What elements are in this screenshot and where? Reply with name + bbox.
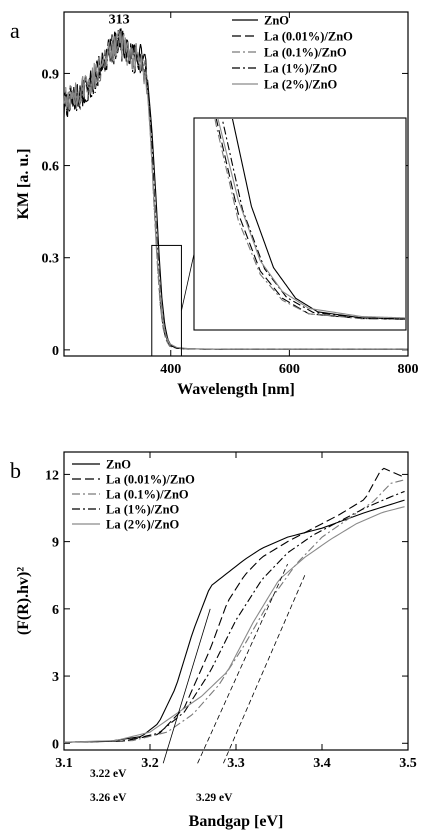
- zoom-box-a: [151, 244, 182, 357]
- y-tick-label-a: 0.3: [42, 252, 60, 267]
- series-line-b-2: [63, 479, 405, 743]
- x-tick-label-b: 3.1: [55, 756, 73, 771]
- y-tick-label-b: 6: [52, 603, 59, 618]
- inset-series-a: [214, 119, 405, 320]
- legend-label-b-1: La (0.01%)/ZnO: [106, 473, 195, 487]
- y-tick-label-b: 9: [52, 536, 59, 551]
- legend-label-b-0: ZnO: [106, 458, 131, 472]
- chart-a: 400 600 800 0 0.3 0.6 0.9 Wavelength [nm] a KM [a…: [10, 11, 419, 398]
- x-tick-label-b: 3.5: [399, 756, 417, 771]
- x-tick-label-b: 3.4: [313, 756, 331, 771]
- x-tick-label-a: 400: [160, 362, 181, 377]
- legend-label-a-3: La (1%)/ZnO: [264, 62, 338, 76]
- x-tick-label-b: 3.2: [141, 756, 159, 771]
- inset-line-a-3: [221, 119, 405, 320]
- annotation-b-2: 3.29 eV: [196, 792, 233, 804]
- inset-frame-a: [193, 117, 407, 331]
- y-tick-label-b: 3: [52, 670, 59, 685]
- y-axis-label-a: KM [a. u.]: [15, 148, 32, 219]
- x-tick-label-a: 600: [279, 362, 300, 377]
- y-axis-label-b: (F(R).hv)²: [15, 567, 32, 636]
- y-tick-label-b: 12: [45, 468, 59, 483]
- tangent-line-b-2: [223, 575, 306, 764]
- annotation-b-1: 3.26 eV: [90, 792, 127, 804]
- y-tick-label-b: 0: [52, 737, 59, 752]
- plot-frame-a: [63, 11, 409, 357]
- x-axis-label-a: Wavelength [nm]: [177, 381, 295, 398]
- peak-label-a: 313: [109, 12, 130, 27]
- tangent-line-b-1: [197, 563, 288, 764]
- series-line-b-1: [63, 467, 405, 743]
- series-line-a-4: [63, 29, 408, 350]
- tangent-line-b-0: [162, 608, 211, 764]
- chart-b: 3.1 3.2 3.3 3.4 3.5 0 3 6 9 12 Bandgap [eV] b (F(R).…: [10, 451, 417, 830]
- inset-line-a-4: [217, 119, 405, 319]
- legend-label-a-1: La (0.01%)/ZnO: [264, 30, 353, 44]
- zoom-connector-a: [181, 253, 195, 311]
- series-line-b-3: [63, 490, 405, 743]
- legend-label-b-4: La (2%)/ZnO: [106, 518, 180, 532]
- series-line-b-4: [63, 506, 405, 743]
- x-tick-label-a: 800: [398, 362, 419, 377]
- legend-label-a-4: La (2%)/ZnO: [264, 78, 338, 92]
- inset-line-a-2: [214, 119, 405, 320]
- panel-label-b: b: [10, 458, 21, 483]
- annotation-b-0: 3.22 eV: [90, 768, 127, 780]
- x-axis-label-b: Bandgap [eV]: [189, 813, 284, 830]
- series-line-b-0: [63, 499, 405, 743]
- legend-label-b-3: La (1%)/ZnO: [106, 503, 180, 517]
- y-tick-label-a: 0.9: [42, 67, 60, 82]
- x-tick-label-b: 3.3: [227, 756, 245, 771]
- legend-label-a-2: La (0.1%)/ZnO: [264, 46, 347, 60]
- legend-label-a-0: ZnO: [264, 14, 289, 28]
- y-tick-label-a: 0: [52, 344, 59, 359]
- inset-line-a-1: [215, 119, 405, 320]
- panel-label-a: a: [10, 18, 20, 43]
- legend-label-b-2: La (0.1%)/ZnO: [106, 488, 189, 502]
- y-tick-label-a: 0.6: [42, 160, 60, 175]
